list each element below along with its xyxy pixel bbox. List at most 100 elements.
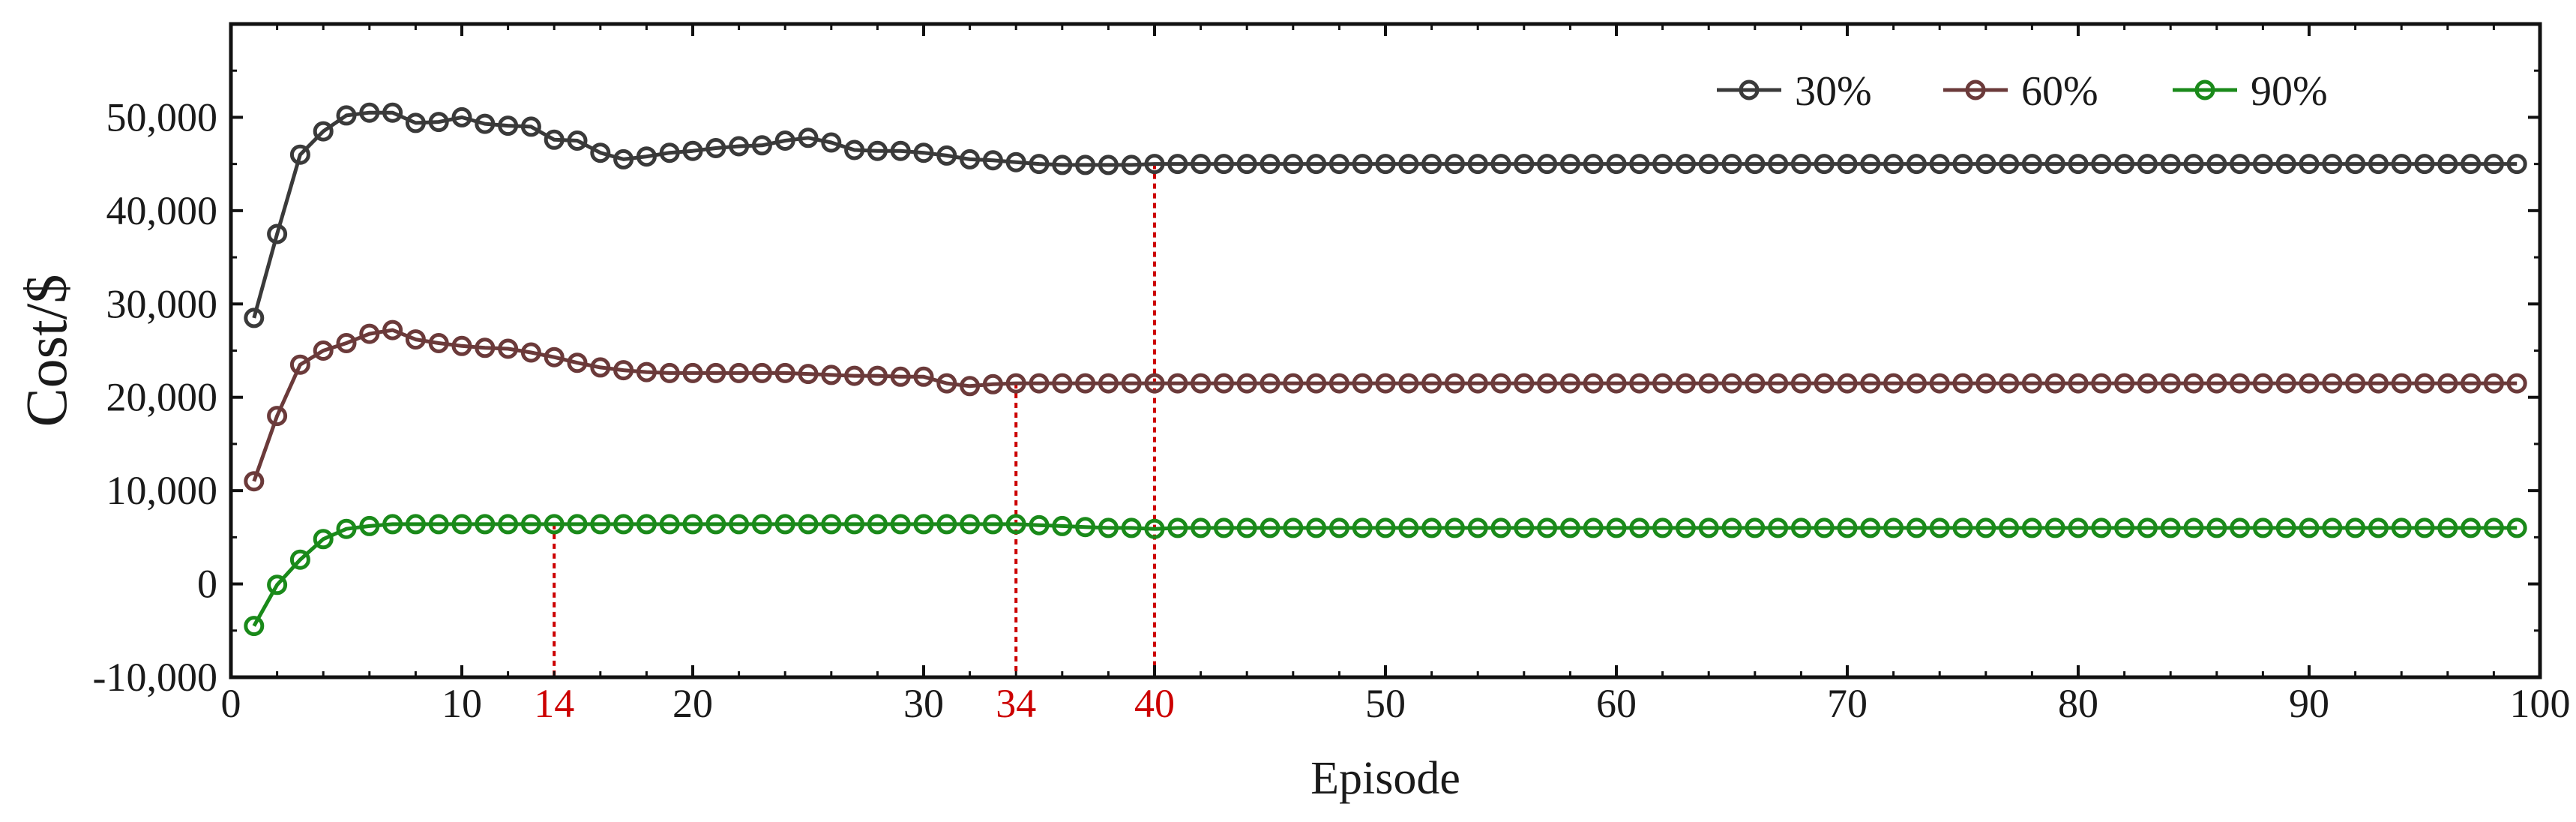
data-point xyxy=(1191,373,1212,394)
data-point xyxy=(498,116,519,136)
x-tick-label: 30 xyxy=(903,681,944,726)
data-point xyxy=(1467,154,1488,175)
data-point xyxy=(2345,373,2366,394)
data-point xyxy=(1906,518,1927,538)
data-point xyxy=(936,373,957,394)
x-tick-label: 0 xyxy=(221,681,241,726)
data-point xyxy=(1098,373,1119,394)
y-tick-label: -10,000 xyxy=(93,655,217,700)
data-point xyxy=(2160,518,2181,538)
data-point xyxy=(289,144,310,165)
data-point xyxy=(1559,518,1580,538)
data-point xyxy=(1814,518,1835,538)
data-point xyxy=(867,140,888,161)
data-point xyxy=(2299,518,2320,538)
data-point xyxy=(729,362,750,383)
data-point xyxy=(567,130,588,151)
data-point xyxy=(705,362,726,383)
data-point xyxy=(2414,518,2435,538)
data-point xyxy=(1999,373,2020,394)
data-point xyxy=(544,129,565,150)
data-point xyxy=(2068,154,2089,175)
data-point xyxy=(590,514,611,535)
data-point xyxy=(2206,518,2227,538)
data-point xyxy=(1467,518,1488,538)
data-point xyxy=(982,374,1003,394)
data-point xyxy=(2091,518,2112,538)
data-point xyxy=(1236,518,1257,538)
data-point xyxy=(1375,518,1396,538)
data-point xyxy=(2114,154,2135,175)
data-point xyxy=(544,514,565,535)
data-point xyxy=(821,132,842,153)
data-point xyxy=(1745,154,1766,175)
data-point xyxy=(1537,154,1558,175)
data-point xyxy=(1537,373,1558,394)
data-point xyxy=(1860,518,1881,538)
data-point xyxy=(289,354,310,375)
data-point xyxy=(2044,373,2065,394)
data-point xyxy=(1698,373,1719,394)
data-point xyxy=(2461,518,2482,538)
data-point xyxy=(1052,154,1073,176)
data-point xyxy=(1352,154,1373,175)
data-point xyxy=(613,148,634,170)
data-point xyxy=(798,364,819,385)
data-point xyxy=(1444,518,1465,538)
data-point xyxy=(2252,154,2273,175)
data-point xyxy=(1606,373,1627,394)
data-point xyxy=(1306,373,1327,394)
data-point xyxy=(2114,373,2135,394)
data-point xyxy=(844,514,865,535)
data-point xyxy=(1652,373,1673,394)
y-tick-label: 50,000 xyxy=(106,94,218,140)
data-point xyxy=(798,514,819,535)
x-tick-label: 20 xyxy=(672,681,713,726)
y-tick-label: 10,000 xyxy=(106,468,218,513)
data-point xyxy=(1975,154,1996,175)
data-point xyxy=(1421,518,1442,538)
data-point xyxy=(1675,373,1696,394)
data-point xyxy=(1814,373,1835,394)
data-point xyxy=(1906,373,1927,394)
data-point xyxy=(1029,514,1050,536)
data-point xyxy=(2345,154,2366,175)
data-point xyxy=(1421,154,1442,175)
data-point xyxy=(636,514,657,535)
data-point xyxy=(2230,154,2251,175)
convergence-marker-label: 14 xyxy=(534,681,574,726)
data-point xyxy=(867,365,888,386)
series-line xyxy=(252,522,2518,627)
data-point xyxy=(2437,154,2458,175)
data-point xyxy=(936,514,957,535)
data-point xyxy=(359,515,380,536)
data-point xyxy=(1052,373,1073,394)
data-point xyxy=(2506,373,2527,394)
data-point xyxy=(1213,154,1234,175)
data-point xyxy=(475,514,496,535)
data-point xyxy=(1144,154,1165,175)
data-point xyxy=(1883,373,1904,394)
data-point xyxy=(2299,154,2320,175)
x-tick-label: 70 xyxy=(1827,681,1868,726)
data-point xyxy=(1999,154,2020,175)
legend-swatch-marker xyxy=(2194,80,2215,100)
data-point xyxy=(1098,518,1119,538)
data-point xyxy=(636,146,657,167)
data-point xyxy=(1490,154,1511,175)
data-point xyxy=(613,514,634,535)
data-point xyxy=(2137,373,2158,394)
data-point xyxy=(1975,518,1996,538)
data-point xyxy=(2483,518,2504,538)
data-point xyxy=(1537,518,1558,538)
data-point xyxy=(1283,154,1304,175)
x-tick-label: 10 xyxy=(442,681,482,726)
data-point xyxy=(1952,154,1973,175)
data-point xyxy=(289,549,310,570)
data-point xyxy=(313,529,334,550)
data-point xyxy=(2414,373,2435,394)
data-point xyxy=(2414,154,2435,175)
data-point xyxy=(729,514,750,535)
data-point xyxy=(1929,373,1950,394)
data-point xyxy=(2183,154,2204,175)
